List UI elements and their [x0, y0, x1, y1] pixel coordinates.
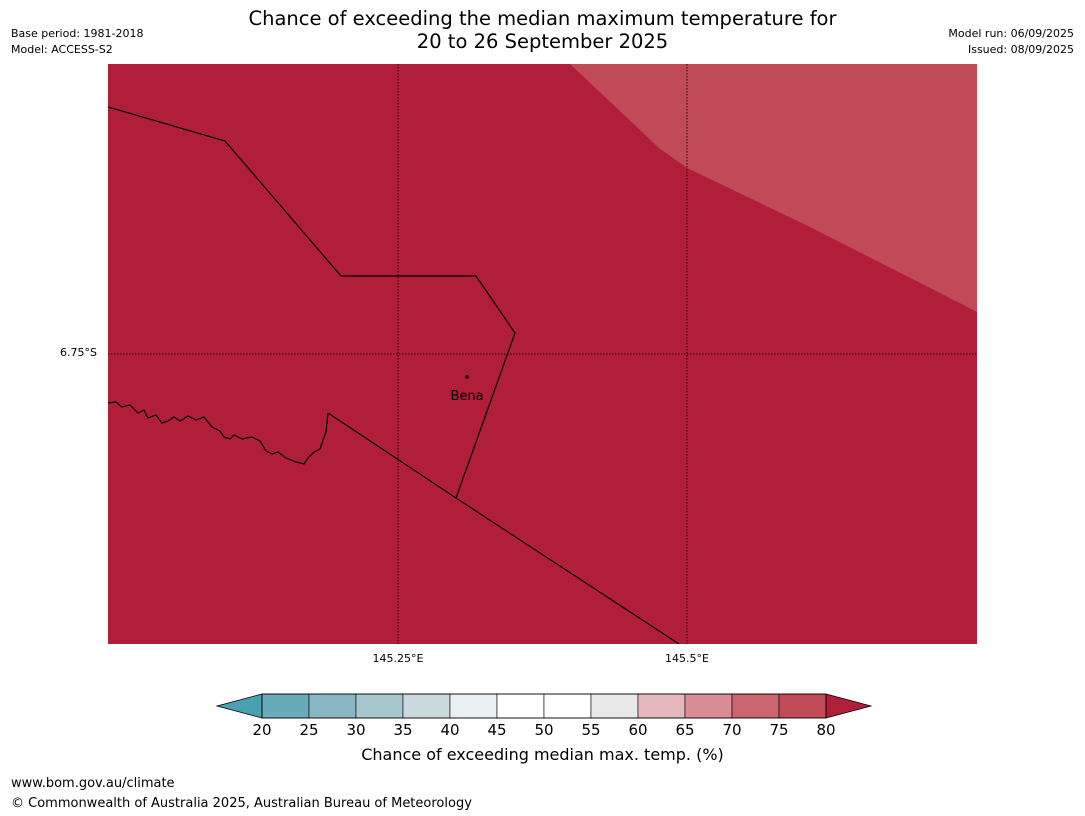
colorbar-segment [590, 693, 639, 719]
colorbar-over-arrow [825, 693, 873, 719]
colorbar-tick-label: 55 [581, 721, 600, 739]
colorbar-segment [684, 693, 733, 719]
colorbar-segment [261, 693, 310, 719]
lon-label-145-25e: 145.25°E [372, 652, 424, 665]
bena-label: Bena [450, 389, 483, 404]
colorbar-segment [496, 693, 545, 719]
colorbar-tick-label: 60 [628, 721, 647, 739]
colorbar-tick-label: 75 [769, 721, 788, 739]
lon-label-145-5e: 145.5°E [665, 652, 709, 665]
colorbar-segment [355, 693, 404, 719]
boundary-north [108, 106, 516, 499]
colorbar-tick-label: 35 [393, 721, 412, 739]
boundary-south [327, 412, 680, 644]
colorbar-segment [731, 693, 780, 719]
colorbar-segment [543, 693, 592, 719]
model-run: Model run: 06/09/2025 [948, 27, 1074, 40]
boundary-river [108, 401, 329, 465]
forecast-map: Bena [108, 64, 977, 644]
colorbar-segment [308, 693, 357, 719]
colorbar-tick-label: 50 [534, 721, 553, 739]
bena-marker [465, 375, 469, 379]
colorbar: 20 25 30 35 40 45 50 55 60 65 70 75 80 [215, 693, 873, 739]
colorbar-tick-label: 30 [346, 721, 365, 739]
map-title: Chance of exceeding the median maximum t… [0, 7, 1085, 53]
colorbar-tick-label: 80 [816, 721, 835, 739]
metadata-left: Base period: 1981-2018 Model: ACCESS-S2 [11, 26, 143, 58]
metadata-right: Model run: 06/09/2025 Issued: 08/09/2025 [948, 26, 1074, 58]
colorbar-segment [637, 693, 686, 719]
colorbar-segment [402, 693, 451, 719]
colorbar-tick-label: 25 [299, 721, 318, 739]
title-line-1: Chance of exceeding the median maximum t… [248, 7, 837, 30]
probability-fill-75-80 [570, 64, 977, 312]
colorbar-segment [449, 693, 498, 719]
lat-label-6-75s: 6.75°S [60, 346, 97, 359]
footer-copyright: © Commonwealth of Australia 2025, Austra… [11, 796, 472, 811]
colorbar-tick-label: 40 [440, 721, 459, 739]
footer-url[interactable]: www.bom.gov.au/climate [11, 776, 175, 791]
colorbar-segment [778, 693, 827, 719]
colorbar-tick-label: 70 [722, 721, 741, 739]
colorbar-tick-label: 65 [675, 721, 694, 739]
title-line-2: 20 to 26 September 2025 [416, 30, 669, 53]
model-name: Model: ACCESS-S2 [11, 43, 113, 56]
issued-date: Issued: 08/09/2025 [967, 43, 1074, 56]
colorbar-tick-label: 20 [252, 721, 271, 739]
colorbar-tick-label: 45 [487, 721, 506, 739]
base-period: Base period: 1981-2018 [11, 27, 144, 40]
colorbar-under-arrow [215, 693, 263, 719]
colorbar-title: Chance of exceeding median max. temp. (%… [361, 745, 724, 764]
colorbar-outline [261, 693, 827, 719]
